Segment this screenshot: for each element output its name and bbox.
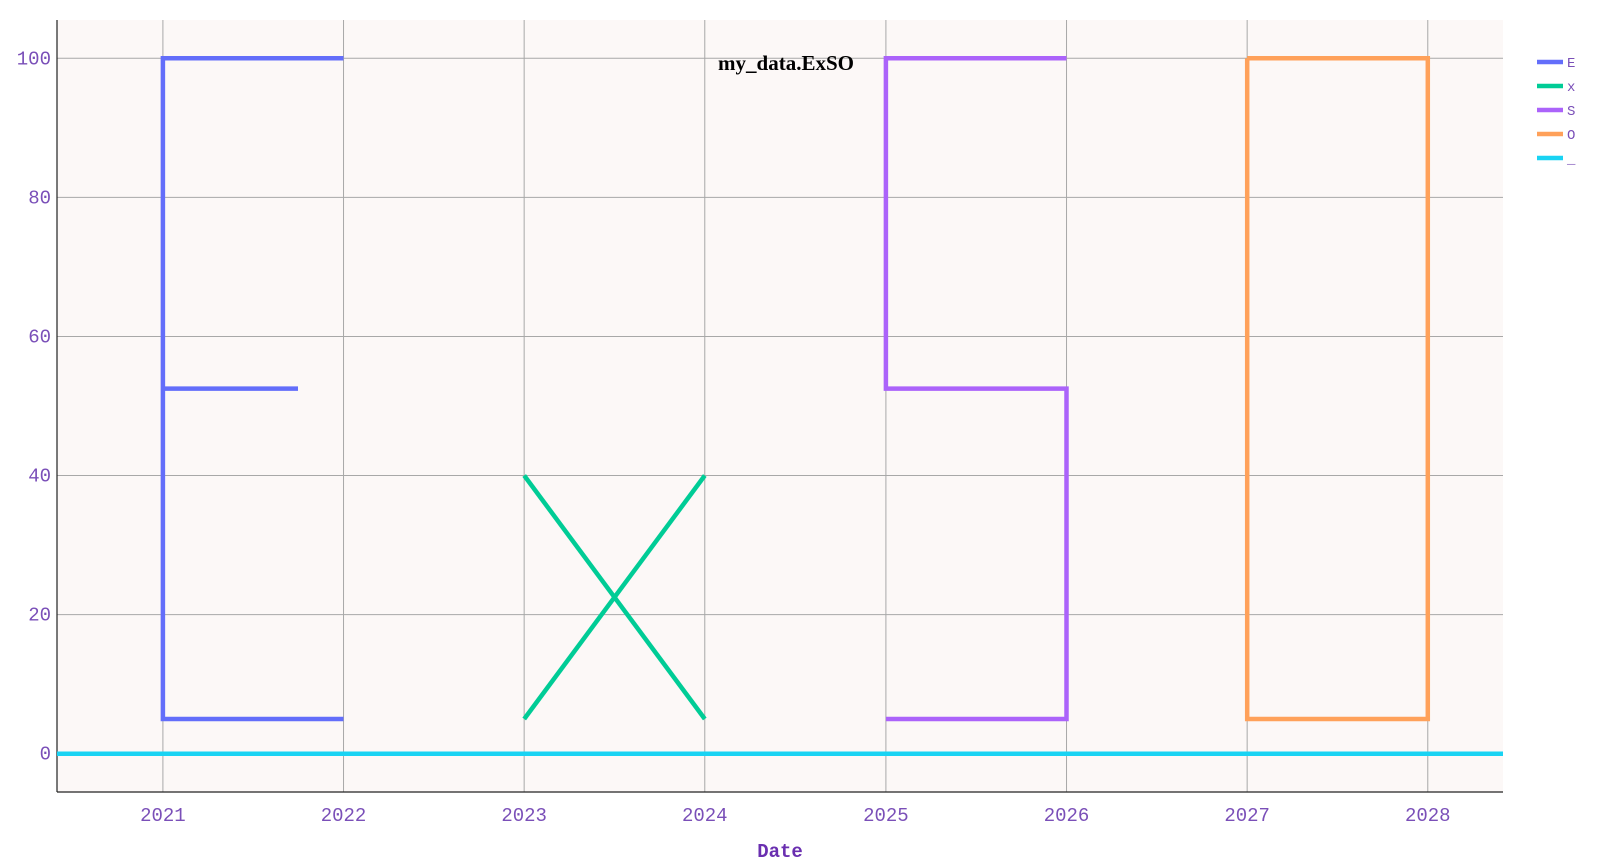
- legend-item[interactable]: x: [1537, 80, 1575, 96]
- x-tick-label: 2024: [682, 805, 728, 827]
- x-tick-label: 2026: [1044, 805, 1090, 827]
- y-tick-label: 100: [17, 48, 51, 70]
- y-tick-label: 60: [28, 326, 51, 348]
- x-tick-label: 2025: [863, 805, 909, 827]
- legend-item[interactable]: O: [1537, 128, 1575, 144]
- x-tick-label: 2027: [1224, 805, 1270, 827]
- series-x: [522, 474, 707, 721]
- x-tick-label: 2021: [140, 805, 186, 827]
- chart-title: my_data.ExSO: [718, 51, 854, 75]
- x-tick-label: 2022: [321, 805, 367, 827]
- axes: [56, 20, 1503, 793]
- legend[interactable]: ExSO _: [1537, 56, 1576, 168]
- series-line: [883, 56, 1069, 722]
- series-e: [160, 56, 344, 722]
- legend-label: E: [1567, 56, 1575, 72]
- x-tick-labels: 2021 2022 2023 2024 2025 2026 2027 2028: [140, 805, 1450, 827]
- plot-area: [57, 20, 1503, 792]
- series-layer: [57, 56, 1503, 756]
- series-line: [1244, 56, 1431, 722]
- x-axis-title: Date: [757, 841, 803, 863]
- series-line: [522, 474, 707, 721]
- series-o: [1244, 56, 1431, 722]
- legend-item[interactable]: E: [1537, 56, 1575, 72]
- y-tick-label: 40: [28, 466, 51, 488]
- y-tick-label: 0: [40, 744, 51, 766]
- legend-label: x: [1567, 80, 1575, 96]
- y-tick-labels: 0 20 40 60 80 100: [17, 48, 51, 765]
- legend-label: _: [1566, 152, 1576, 168]
- legend-item[interactable]: _: [1537, 152, 1576, 168]
- y-tick-label: 80: [28, 187, 51, 209]
- series-s: [883, 56, 1069, 722]
- legend-item[interactable]: S: [1537, 104, 1575, 120]
- legend-label: O: [1567, 128, 1575, 144]
- legend-label: S: [1567, 104, 1575, 120]
- y-tick-label: 20: [28, 605, 51, 627]
- x-tick-label: 2023: [501, 805, 547, 827]
- x-tick-label: 2028: [1405, 805, 1451, 827]
